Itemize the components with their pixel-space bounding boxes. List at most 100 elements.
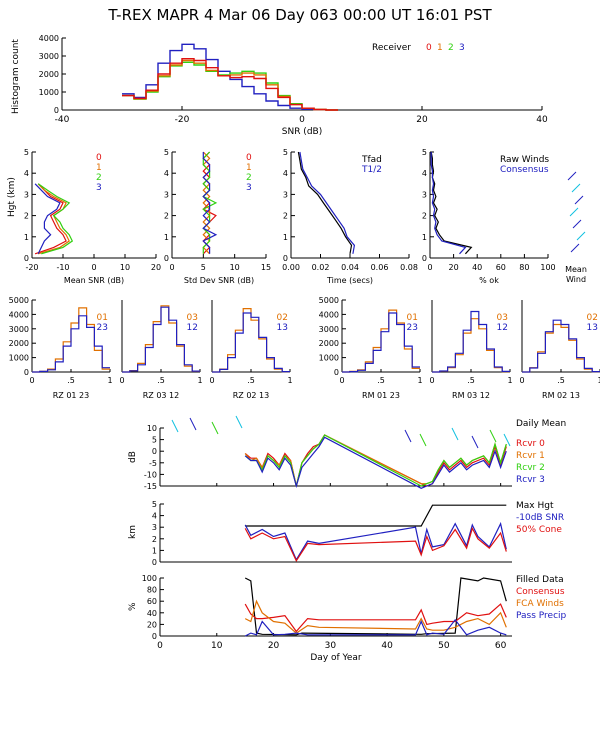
cone-hist-6-bars-13 bbox=[522, 319, 600, 373]
cone-hist-3-legend-a: 02 bbox=[277, 313, 288, 323]
histogram-ytick-label: 4000 bbox=[39, 34, 59, 43]
cone-hist-6-xtick-label: 0 bbox=[519, 376, 524, 385]
cone-hist-3-xtick-label: 0 bbox=[209, 376, 214, 385]
std_snr-legend-0: 0 bbox=[246, 153, 252, 163]
cone-hist-1-ytick-label: 3000 bbox=[9, 325, 29, 334]
cone-hist-2-legend-a: 03 bbox=[187, 313, 198, 323]
cone-hist-4-ytick-label: 3000 bbox=[319, 325, 339, 334]
cone-hist-6-legend-a: 02 bbox=[587, 313, 598, 323]
cone-hist-1-xtick-label: .5 bbox=[67, 376, 75, 385]
mean_snr-ytick-label: 1 bbox=[24, 233, 29, 242]
mean_snr-ytick-label: 5 bbox=[24, 148, 29, 157]
daily-pct-xtick-label: 60 bbox=[495, 641, 507, 651]
cone-hist-6-legend-b: 13 bbox=[587, 323, 598, 333]
cone-hist-4-ytick-label: 0 bbox=[334, 368, 339, 377]
daily-snr-legend-0: Daily Mean bbox=[516, 419, 566, 429]
daily-hgt-legend-2: 50% Cone bbox=[516, 525, 562, 535]
daily-snr-series-2 bbox=[244, 434, 507, 487]
tfad-ytick-label: 5 bbox=[283, 148, 288, 157]
daily-pct-xtick-label: 40 bbox=[381, 641, 393, 651]
daily-snr-series-3 bbox=[244, 436, 507, 489]
daily-pct-xlabel: Day of Year bbox=[310, 653, 362, 663]
mean_snr-ytick-label: 4 bbox=[24, 169, 29, 178]
cone-hist-5-label: RM 03 12 bbox=[452, 391, 490, 400]
cone-hist-2-xtick-label: 1 bbox=[197, 376, 202, 385]
daily-hgt-ylabel: km bbox=[128, 525, 138, 539]
tfad-series-Tfad bbox=[297, 151, 353, 254]
cone-hist-5-legend-b: 12 bbox=[497, 323, 508, 333]
tfad-xlabel: Time (secs) bbox=[326, 276, 373, 285]
daily-pct-ylabel: % bbox=[128, 602, 138, 611]
mean_snr-xlabel: Mean SNR (dB) bbox=[64, 276, 124, 285]
wind-barb bbox=[567, 171, 577, 181]
mean_snr-xtick-label: 0 bbox=[91, 263, 96, 272]
tfad-ytick-label: 4 bbox=[283, 169, 288, 178]
cone-hist-1-xtick-label: 0 bbox=[29, 376, 34, 385]
daily-pct-legend-3: Pass Precip bbox=[516, 611, 567, 621]
mean_snr-series-3 bbox=[34, 183, 61, 255]
mean_snr-xtick-label: -10 bbox=[56, 263, 69, 272]
daily-pct-xtick-label: 20 bbox=[268, 641, 280, 651]
histogram-ytick-label: 1000 bbox=[39, 88, 59, 97]
mean_snr-legend-3: 3 bbox=[96, 183, 102, 193]
std_snr-xtick-label: 10 bbox=[230, 263, 240, 272]
daily-wind-barb bbox=[171, 419, 179, 433]
daily-pct-legend-2: FCA Winds bbox=[516, 599, 564, 609]
daily-hgt-series-1 bbox=[244, 521, 507, 562]
histogram-legend-title: Receiver bbox=[372, 43, 411, 53]
histogram-ylabel: Histogram count bbox=[11, 39, 21, 114]
std_snr-ytick-label: 3 bbox=[164, 190, 169, 199]
daily-snr-legend-1: Rcvr 0 bbox=[516, 439, 545, 449]
cone-hist-6-label: RM 02 13 bbox=[542, 391, 580, 400]
daily-pct-series-0 bbox=[244, 577, 507, 636]
cone-hist-2-label: RZ 03 12 bbox=[143, 391, 179, 400]
mean_snr-legend-2: 2 bbox=[96, 173, 102, 183]
std_snr-ytick-label: 0 bbox=[164, 254, 169, 263]
daily-pct-xtick-label: 50 bbox=[438, 641, 450, 651]
daily-pct-ytick-label: 60 bbox=[147, 597, 157, 606]
cone-hist-1-legend-b: 23 bbox=[97, 323, 108, 333]
pct_ok-legend-RawWinds: Raw Winds bbox=[500, 155, 549, 165]
daily-pct-legend-0: Filled Data bbox=[516, 575, 564, 585]
cone-hist-4-xtick-label: 0 bbox=[339, 376, 344, 385]
tfad-xtick-label: 0.00 bbox=[282, 263, 300, 272]
daily-pct-ytick-label: 20 bbox=[147, 620, 157, 629]
daily-wind-barb bbox=[404, 429, 412, 443]
tfad-legend-T12: T1/2 bbox=[361, 165, 382, 175]
histogram-series-0 bbox=[122, 58, 338, 111]
daily-snr-ytick-label: 10 bbox=[147, 424, 157, 433]
page-title: T-REX MAPR 4 Mar 06 Day 063 00:00 UT 16:… bbox=[107, 6, 492, 24]
daily-pct-legend-1: Consensus bbox=[516, 587, 565, 597]
daily-hgt-ytick-label: 1 bbox=[152, 546, 157, 555]
cone-hist-3-xtick-label: .5 bbox=[247, 376, 255, 385]
mean_snr-ylabel: Hgt (km) bbox=[7, 177, 17, 217]
std_snr-legend-2: 2 bbox=[246, 173, 252, 183]
wind-barb bbox=[569, 207, 579, 217]
histogram-xtick-label: 0 bbox=[299, 115, 305, 125]
cone-hist-5-xtick-label: 0 bbox=[429, 376, 434, 385]
mean_snr-ytick-label: 2 bbox=[24, 212, 29, 221]
tfad-xtick-label: 0.06 bbox=[371, 263, 389, 272]
tfad-ytick-label: 3 bbox=[283, 190, 288, 199]
mean_snr-legend-0: 0 bbox=[96, 153, 102, 163]
daily-hgt-ytick-label: 5 bbox=[152, 500, 157, 509]
daily-hgt-ytick-label: 0 bbox=[152, 558, 157, 567]
pct_ok-legend-Consensus: Consensus bbox=[500, 165, 549, 175]
cone-hist-4-label: RM 01 23 bbox=[362, 391, 400, 400]
cone-hist-5-legend-a: 03 bbox=[497, 313, 508, 323]
cone-hist-4-ytick-label: 1000 bbox=[319, 354, 339, 363]
wind-barb bbox=[572, 219, 582, 229]
mean_snr-ytick-label: 0 bbox=[24, 254, 29, 263]
daily-hgt-series-2 bbox=[244, 526, 507, 563]
daily-snr-ytick-label: -5 bbox=[149, 459, 157, 468]
daily-snr-ytick-label: -15 bbox=[144, 482, 157, 491]
histogram-xtick-label: -20 bbox=[175, 115, 190, 125]
daily-wind-barb bbox=[189, 417, 197, 431]
daily-snr-legend-4: Rcvr 3 bbox=[516, 475, 545, 485]
daily-snr-legend-3: Rcvr 2 bbox=[516, 463, 545, 473]
cone-hist-4-ytick-label: 5000 bbox=[319, 296, 339, 305]
daily-wind-barb bbox=[489, 429, 497, 443]
cone-hist-4-xtick-label: .5 bbox=[377, 376, 385, 385]
cone-hist-3-legend-b: 13 bbox=[277, 323, 288, 333]
daily-pct-ytick-label: 0 bbox=[152, 632, 157, 641]
